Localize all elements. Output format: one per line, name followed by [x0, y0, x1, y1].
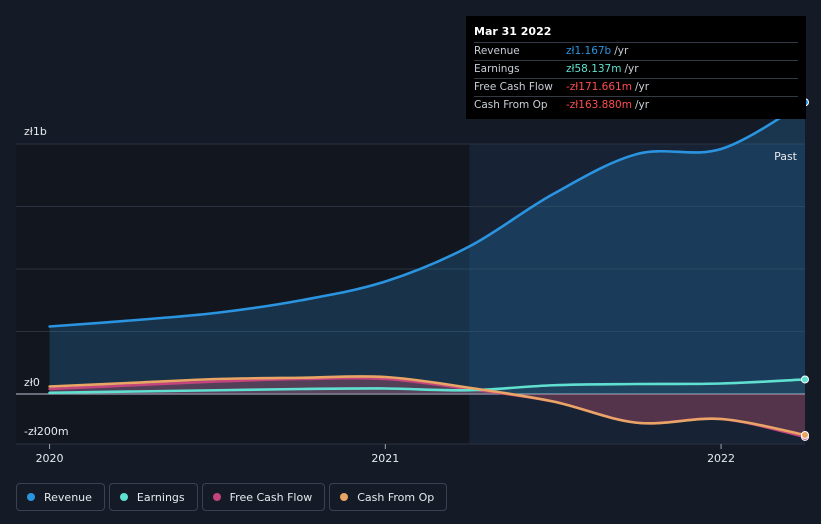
legend-item-revenue[interactable]: Revenue [16, 483, 105, 511]
y-tick-label: zł0 [24, 376, 40, 389]
tooltip-label: Earnings [474, 63, 520, 75]
tooltip-value: zł58.137m [566, 63, 622, 75]
tooltip-unit: /yr [624, 63, 639, 75]
y-axis: zł1b zł0 -zł200m [24, 125, 69, 438]
x-tick-label: 2022 [707, 452, 735, 465]
tooltip-unit: /yr [614, 45, 629, 57]
legend-dot [119, 493, 128, 501]
series-endpoint-cash-from-op [801, 430, 809, 439]
legend-label: Revenue [44, 490, 92, 504]
series-endpoint-earnings [801, 375, 809, 384]
tooltip-label: Cash From Op [474, 99, 548, 111]
y-tick-label: -zł200m [24, 425, 69, 438]
tooltip-label: Free Cash Flow [474, 81, 553, 93]
tooltip-unit: /yr [634, 99, 650, 111]
series-lines [48, 100, 807, 439]
x-tick-label: 2021 [371, 452, 399, 465]
tooltip-value: -zł171.661m [566, 81, 632, 93]
tooltip-label: Revenue [474, 45, 520, 57]
legend-label: Cash From Op [357, 490, 435, 504]
tooltip-date: Mar 31 2022 [474, 25, 552, 38]
y-tick-label: zł1b [24, 125, 47, 138]
tooltip-value: -zł163.880m [566, 99, 632, 111]
past-label: Past [774, 150, 798, 163]
tooltip-row-earnings: Earnings zł58.137m /yr [474, 60, 798, 78]
legend-item-cash-from-op[interactable]: Cash From Op [329, 483, 448, 511]
tooltip-value: zł1.167b [566, 45, 612, 57]
legend-dot [212, 493, 221, 501]
tooltip-row-free-cash-flow: Free Cash Flow -zł171.661m /yr [474, 78, 798, 96]
tooltip-row-cash-from-op: Cash From Op -zł163.880m /yr [474, 96, 798, 114]
legend-item-earnings[interactable]: Earnings [108, 483, 198, 511]
legend: Revenue Earnings Free Cash Flow Cash Fro… [16, 483, 448, 511]
series-area-revenue [49, 102, 806, 394]
x-axis: 2020 2021 2022 [36, 444, 735, 465]
series-area-free-cash-flow [49, 378, 806, 437]
legend-dot [340, 493, 349, 501]
series-line-revenue [48, 100, 807, 328]
x-tick-label: 2020 [36, 452, 64, 465]
legend-item-free-cash-flow[interactable]: Free Cash Flow [201, 483, 326, 511]
tooltip-unit: /yr [634, 81, 650, 93]
tooltip: Mar 31 2022 Revenue zł1.167b /yr Earning… [466, 16, 806, 119]
legend-label: Free Cash Flow [229, 490, 313, 504]
series-line-cash-from-op [48, 375, 807, 437]
legend-label: Earnings [136, 490, 185, 504]
legend-dot [27, 493, 35, 501]
tooltip-row-revenue: Revenue zł1.167b /yr [474, 42, 798, 60]
series-line-earnings [48, 378, 807, 395]
grid [16, 143, 805, 445]
